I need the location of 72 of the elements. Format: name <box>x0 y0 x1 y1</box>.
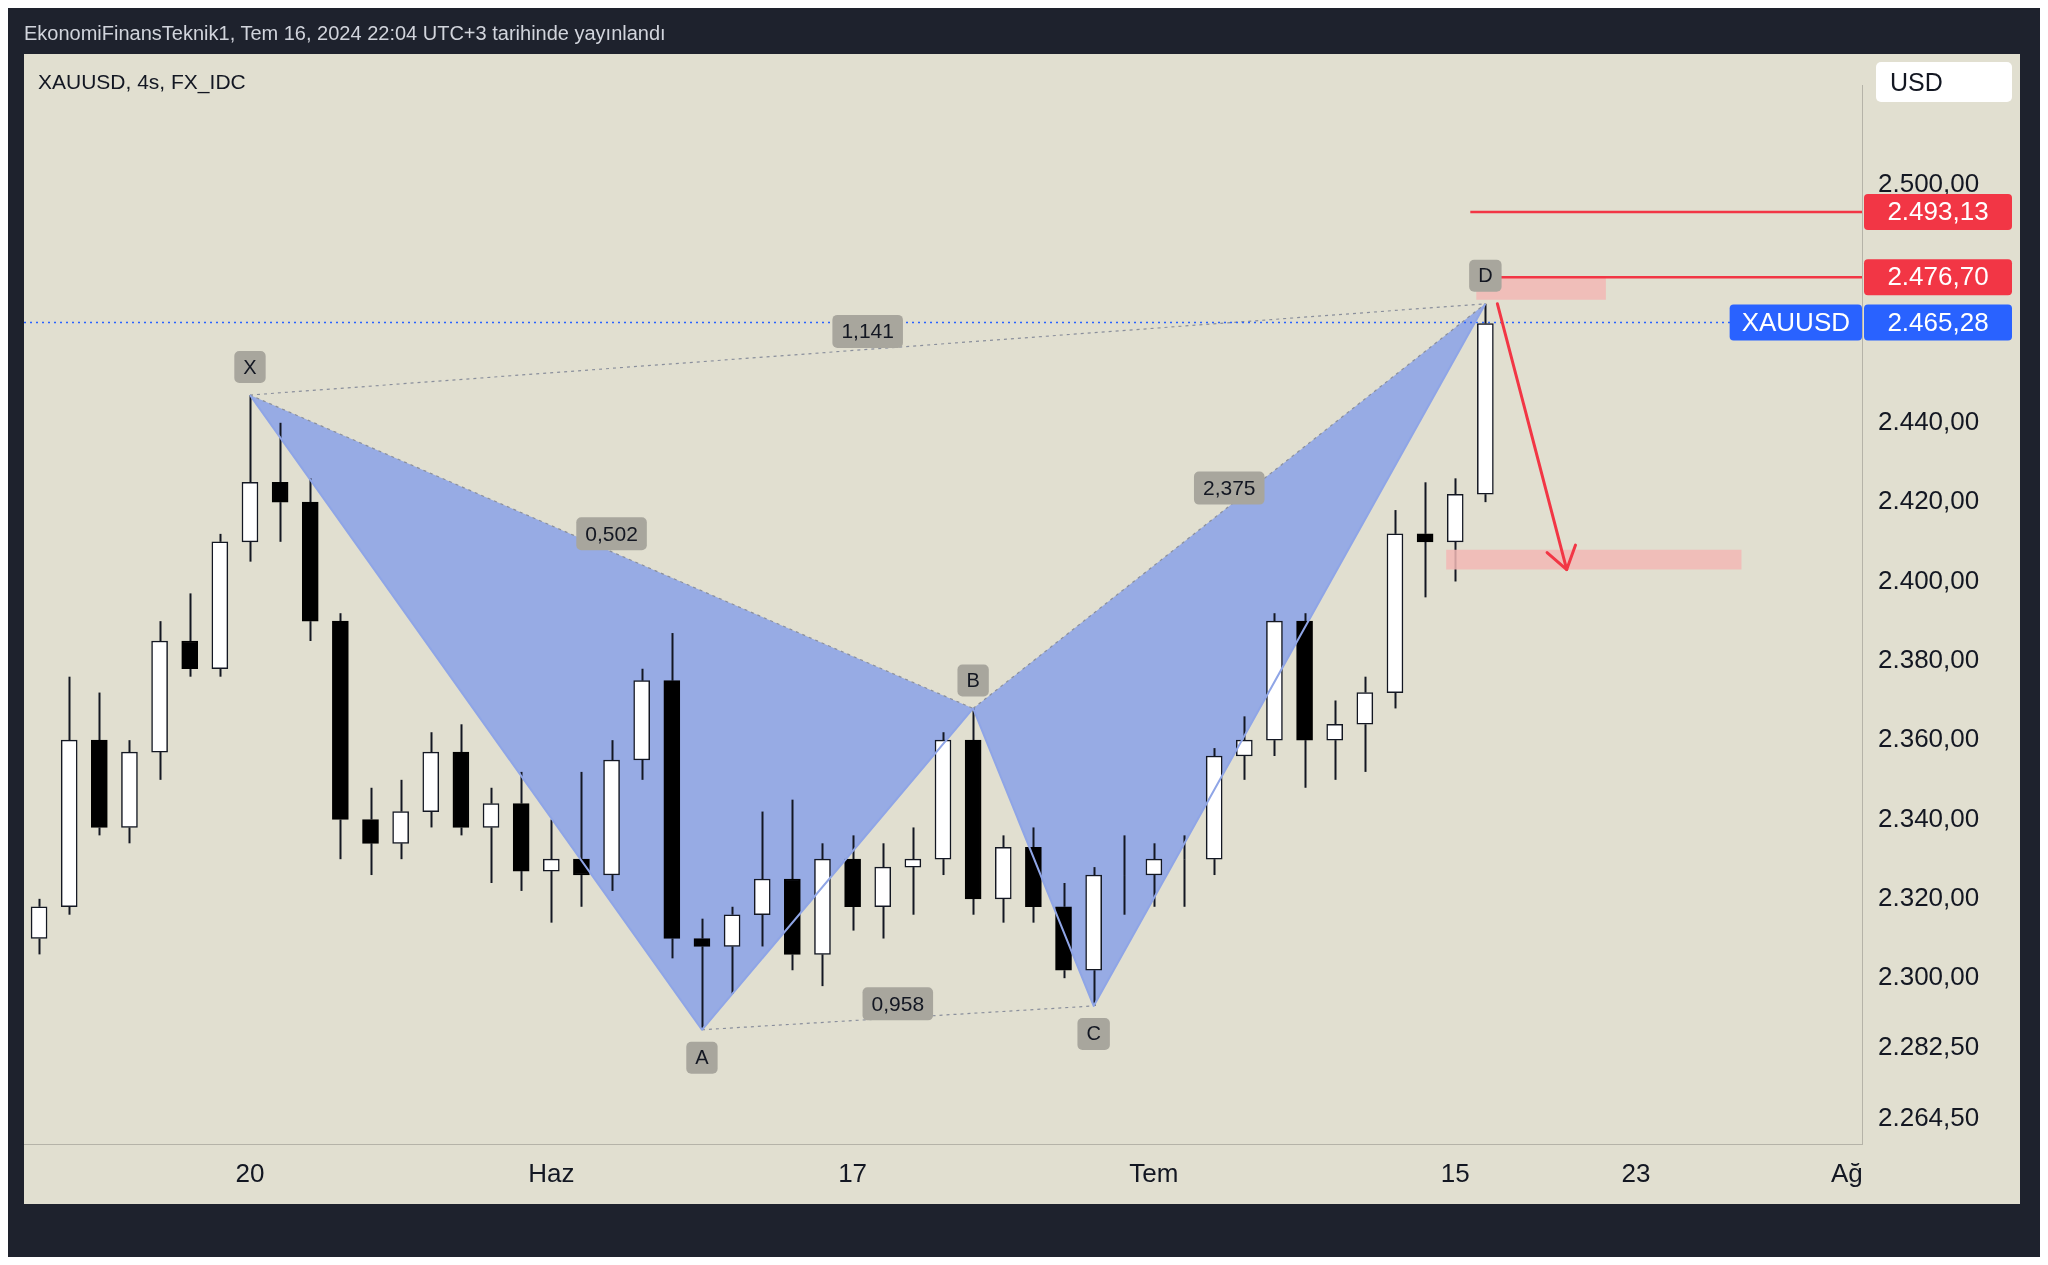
x-tick-label: 17 <box>838 1157 868 1188</box>
candlestick <box>663 632 681 960</box>
x-tick-label: 23 <box>1621 1157 1651 1188</box>
ref-line-label: 2.493,13 <box>1887 196 1989 227</box>
candlestick <box>874 842 892 940</box>
candlestick <box>362 786 379 877</box>
candlestick <box>1085 866 1102 1007</box>
data-label: D <box>1478 264 1493 287</box>
candlestick <box>1296 612 1313 789</box>
annotation: 0,502 <box>585 521 638 545</box>
candlestick <box>1326 699 1344 781</box>
annotation: 2,375 <box>1202 475 1256 499</box>
candlestick <box>151 620 168 781</box>
x-tick-label: 15 <box>1440 1157 1470 1188</box>
candlestick <box>814 842 831 988</box>
candlestick <box>633 667 651 781</box>
y-tick-label: 2.282,50 <box>1878 1030 1980 1061</box>
candlestick <box>542 818 560 924</box>
annotation: 0,958 <box>871 991 925 1015</box>
candlestick <box>422 731 440 829</box>
y-axis-title: USD <box>1876 62 2012 102</box>
data-label: A <box>695 1046 710 1069</box>
y-tick-label: 2.440,00 <box>1878 405 1980 436</box>
candlestick <box>1205 747 1223 877</box>
candlestick <box>1235 715 1253 781</box>
y-tick-label: 2.300,00 <box>1878 961 1980 992</box>
candlestick <box>934 731 952 877</box>
candlestick <box>753 810 771 948</box>
candlestick <box>121 739 138 845</box>
candlestick <box>904 826 922 916</box>
candlestick <box>60 675 78 916</box>
y-tick-label: 2.420,00 <box>1878 485 1980 516</box>
data-label: C <box>1086 1022 1101 1045</box>
chart-title: XAUUSD, 4s, FX_IDC <box>38 70 246 94</box>
candlestick <box>181 592 199 678</box>
candlestick <box>964 707 982 916</box>
y-tick-label: 2.400,00 <box>1878 564 1980 595</box>
data-label: X <box>243 355 257 378</box>
annotation: XAUUSD <box>1741 306 1850 337</box>
candlestick <box>1416 481 1434 599</box>
candlestick <box>512 770 530 892</box>
x-tick-label: Tem <box>1129 1157 1179 1188</box>
candlestick <box>994 834 1012 924</box>
candlestick <box>482 786 500 884</box>
y-tick-label: 2.264,50 <box>1878 1102 1980 1133</box>
candlestick <box>603 739 620 892</box>
ref-line-label: 2.476,70 <box>1887 261 1989 292</box>
candlestick <box>1356 675 1374 773</box>
candlestick <box>301 477 319 642</box>
y-tick-label: 2.500,00 <box>1878 167 1980 198</box>
candlestick <box>784 798 801 972</box>
candlestick <box>241 394 259 563</box>
annotation: 1,141 <box>841 319 894 343</box>
x-tick-label: 20 <box>235 1157 265 1188</box>
y-tick-label: 2.380,00 <box>1878 643 1980 674</box>
candlestick <box>332 612 349 861</box>
candlestick <box>844 834 861 932</box>
y-tick-label: 2.340,00 <box>1878 802 1980 833</box>
candlestick <box>1266 612 1283 758</box>
ref-line-label: 2.465,28 <box>1887 306 1989 337</box>
candlestick <box>1386 509 1404 710</box>
x-tick-label: Ağ <box>1831 1157 1863 1188</box>
data-label: B <box>966 668 980 691</box>
candlestick <box>271 421 289 543</box>
candlestick <box>392 778 409 861</box>
y-tick-label: 2.320,00 <box>1878 882 1980 913</box>
x-tick-label: Haz <box>528 1157 575 1188</box>
candlestick <box>1025 826 1042 924</box>
candlestick <box>1145 842 1163 908</box>
chart-subtitle: EkonomiFinansTeknik1, Tem 16, 2024 22:04 UTC+3 tarihinde yayınlandı <box>24 22 666 45</box>
candlestick <box>693 917 711 1031</box>
y-tick-label: 2.360,00 <box>1878 723 1980 754</box>
